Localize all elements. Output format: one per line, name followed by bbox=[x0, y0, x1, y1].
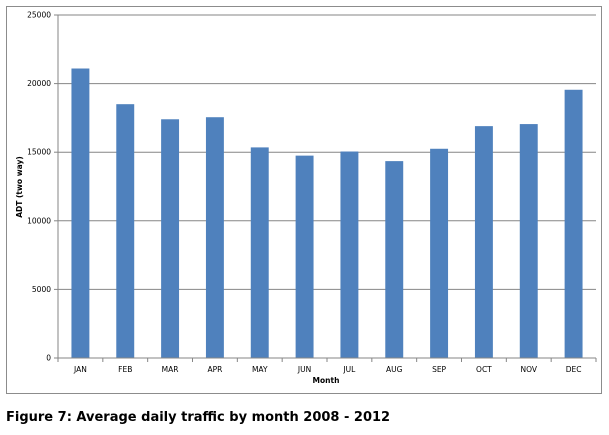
bar-jan bbox=[71, 68, 90, 359]
x-tick-label: DEC bbox=[566, 365, 582, 374]
x-tick-label: AUG bbox=[386, 365, 403, 374]
grid-lines bbox=[58, 14, 596, 290]
x-axis-title: Month bbox=[313, 376, 340, 385]
x-tick-label: MAY bbox=[252, 365, 268, 374]
bar-may bbox=[250, 147, 269, 358]
bar-oct bbox=[474, 126, 493, 359]
figure-caption: Figure 7: Average daily traffic by month… bbox=[6, 410, 391, 425]
x-tick-label: NOV bbox=[520, 365, 537, 374]
y-tick-label: 0 bbox=[46, 354, 51, 363]
bar-dec bbox=[564, 89, 583, 359]
tick-labels: 0 5000 10000 15000 20000 25000 JAN FEB MAR APR MAY… bbox=[27, 11, 581, 375]
x-tick-label: JUL bbox=[342, 365, 356, 374]
x-tick-label: FEB bbox=[118, 365, 132, 374]
bar-mar bbox=[161, 119, 180, 358]
y-tick-label: 25000 bbox=[27, 11, 51, 20]
x-tick-label: APR bbox=[207, 365, 222, 374]
y-axis-title: ADT (two way) bbox=[15, 156, 24, 218]
bar-jul bbox=[340, 151, 359, 358]
bar-apr bbox=[205, 117, 224, 359]
y-tick-label: 5000 bbox=[32, 285, 51, 294]
y-tick-label: 10000 bbox=[27, 216, 51, 225]
bars bbox=[71, 68, 583, 359]
x-tick-label: JUN bbox=[297, 365, 311, 374]
traffic-bar-chart: 0 5000 10000 15000 20000 25000 JAN FEB MAR APR MAY… bbox=[15, 11, 597, 385]
x-tick-label: MAR bbox=[162, 365, 179, 374]
bar-nov bbox=[519, 124, 538, 358]
bar-sep bbox=[430, 148, 449, 358]
x-tick-label: JAN bbox=[73, 365, 87, 374]
y-tick-label: 20000 bbox=[27, 79, 51, 88]
x-tick-label: SEP bbox=[432, 365, 446, 374]
x-tick-label: OCT bbox=[476, 365, 492, 374]
bar-aug bbox=[385, 161, 404, 358]
axes bbox=[54, 14, 597, 362]
bar-feb bbox=[116, 104, 135, 359]
bar-jun bbox=[295, 155, 314, 358]
y-tick-label: 15000 bbox=[27, 148, 51, 157]
